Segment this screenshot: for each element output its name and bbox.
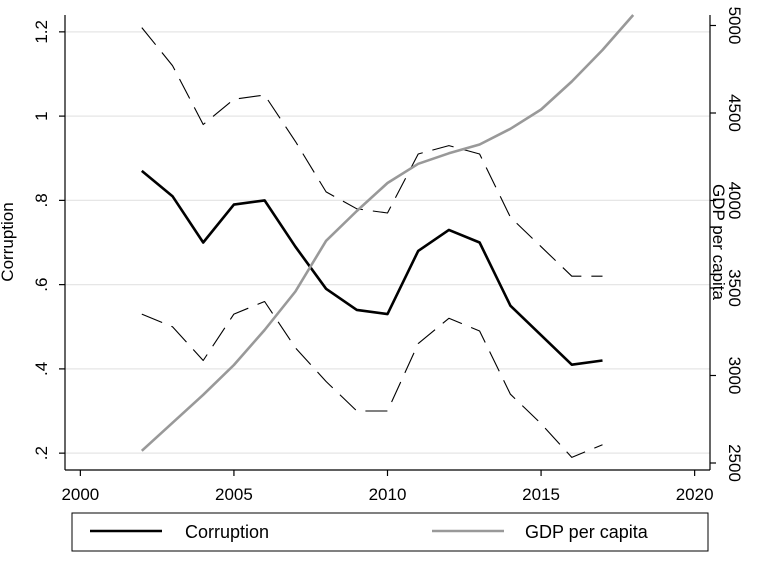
series-line-corruption xyxy=(140,169,603,367)
y-right-tick-label: 5000 xyxy=(725,7,744,45)
y-right-tick-label: 3500 xyxy=(725,269,744,307)
series-lines xyxy=(140,14,635,458)
confidence-bound-line-1 xyxy=(141,27,603,277)
legend: Corruption GDP per capita xyxy=(71,512,709,552)
legend-box xyxy=(71,512,709,552)
x-tick-label: 2010 xyxy=(369,485,407,504)
y-left-tick-label: .6 xyxy=(32,278,51,292)
axes xyxy=(59,15,716,476)
x-tick-label: 2005 xyxy=(215,485,253,504)
tick-labels: 2000 2005 2010 2015 2020 .2 .4 .6 .8 1 1.2 2500 3000… xyxy=(32,7,744,504)
y-left-tick-label: 1 xyxy=(32,111,51,120)
y-left-axis-title: Corruption xyxy=(0,202,17,281)
y-right-tick-label: 4500 xyxy=(725,94,744,132)
confidence-bound-line-2 xyxy=(141,300,603,458)
y-left-tick-label: 1.2 xyxy=(32,20,51,44)
series-line-gdp-per-capita xyxy=(140,14,635,452)
y-left-tick-label: .2 xyxy=(32,446,51,460)
x-tick-label: 2000 xyxy=(61,485,99,504)
y-right-tick-label: 3000 xyxy=(725,357,744,395)
y-left-tick-label: .4 xyxy=(32,362,51,376)
legend-label-corruption: Corruption xyxy=(185,522,269,542)
legend-label-gdp: GDP per capita xyxy=(525,522,649,542)
y-left-tick-label: .8 xyxy=(32,193,51,207)
y-right-axis-title: GDP per capita xyxy=(709,184,728,300)
grid-lines xyxy=(65,31,710,454)
y-right-tick-label: 4000 xyxy=(725,182,744,220)
x-tick-label: 2020 xyxy=(676,485,714,504)
y-right-tick-label: 2500 xyxy=(725,444,744,482)
x-tick-label: 2015 xyxy=(522,485,560,504)
